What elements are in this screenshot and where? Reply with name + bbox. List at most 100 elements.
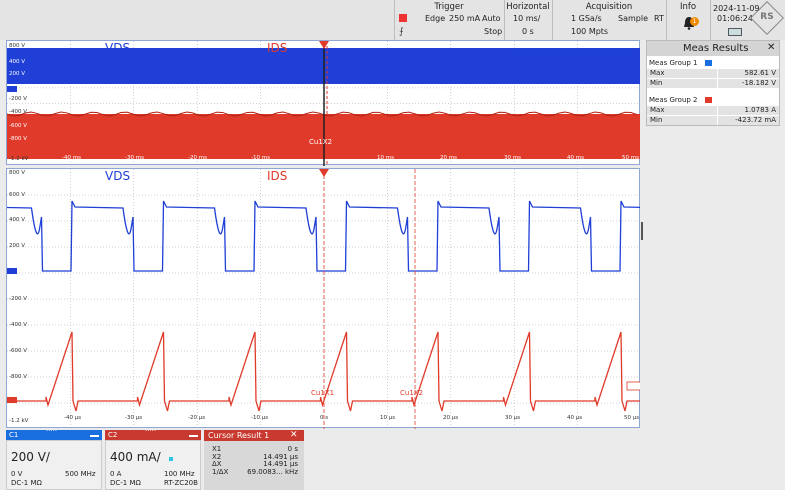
cursor-result-title: Cursor Result 1 (208, 431, 270, 440)
ch1-scale: 200 V/ (11, 450, 50, 464)
ch2-scale: 400 mA/ (110, 450, 161, 464)
x-tick-label: 10 µs (380, 415, 396, 421)
vds-label: VDS (105, 41, 131, 55)
trigger-type: Edge (425, 14, 446, 23)
minimize-icon[interactable] (90, 435, 99, 437)
vds-waveform (7, 200, 641, 272)
acquisition-panel[interactable]: Acquisition 1 GSa/s Sample RT 100 Mpts (552, 0, 666, 40)
top-toolbar: Trigger ⨍ Edge 250 mA Auto Stop Horizont… (0, 0, 785, 40)
horizontal-panel[interactable]: Horizontal 10 ms/ 0 s (504, 0, 552, 40)
cursor-result-value: 69.0083... kHz (247, 467, 298, 476)
horizontal-position: 0 s (522, 27, 534, 36)
rs-logo-text: RS (760, 12, 774, 22)
ch1-name: C1 (9, 431, 19, 439)
overview-diagram[interactable]: VDS IDS Cu1X2 800 V 400 V 200 V -200 V -400 V -6… (6, 40, 641, 166)
y-tick-label: -800 V (9, 374, 27, 380)
ch1-coupling: DC-1 MΩ (11, 479, 42, 487)
meas-key: Max (650, 106, 665, 114)
notification-count: 1 (690, 17, 699, 26)
cursor-result-key: 1/ΔX (212, 467, 229, 476)
y-tick-label: 800 V (9, 170, 26, 176)
cursor-x2-label: Cu1X2 (400, 389, 424, 397)
rising-edge-icon: ⨍ (399, 27, 404, 37)
meas-value: -423.72 mA (735, 116, 776, 124)
acquisition-rt: RT (654, 14, 664, 23)
y-tick-label: 800 V (9, 43, 26, 49)
y-tick-label: -600 V (9, 348, 27, 354)
record-length: 100 Mpts (571, 27, 609, 36)
close-icon[interactable]: ✕ (767, 42, 776, 53)
info-header: Info (679, 2, 697, 12)
x-tick-label: 30 ms (504, 155, 521, 161)
close-icon[interactable]: ✕ (290, 430, 298, 440)
y-tick-label: -400 V (9, 322, 27, 328)
trigger-panel[interactable]: Trigger ⨍ Edge 250 mA Auto Stop (394, 0, 504, 40)
meas-value: 582.61 V (744, 69, 776, 77)
meas-results-title: Meas Results (683, 43, 749, 54)
cursor-result-value: 14.491 µs (263, 460, 298, 468)
trigger-marker-icon (319, 169, 329, 177)
ch2-header: C2 ····· (105, 427, 201, 440)
cursor-x1-label: Cu1X1 (311, 389, 335, 397)
x-tick-label: 40 µs (567, 415, 583, 421)
meas-results-header: Meas Results ✕ (647, 41, 779, 56)
vds-label: VDS (105, 169, 131, 183)
splitter-handle[interactable] (641, 222, 643, 240)
y-tick-label: -200 V (9, 96, 27, 102)
ids-label: IDS (267, 41, 288, 55)
ch2-box[interactable]: C2 ····· 400 mA/ 0 A 100 MHz DC-1 MΩ RT-… (105, 427, 201, 490)
minimize-icon[interactable] (189, 435, 198, 437)
cursor-result-value: 0 s (287, 445, 298, 453)
ch2-body: 400 mA/ 0 A 100 MHz DC-1 MΩ RT-ZC20B (105, 440, 201, 490)
cursor-marker-icon (169, 457, 173, 461)
x-tick-label: -20 ms (188, 155, 207, 161)
trigger-state: Stop (484, 27, 503, 36)
x-tick-label: -40 µs (64, 415, 82, 421)
meas-group-2-label: Meas Group 2 (649, 96, 698, 104)
ch1-offset: 0 V (11, 470, 23, 478)
ch2-name: C2 (108, 431, 118, 439)
y-tick-label: -1.2 kV (9, 418, 29, 424)
x-tick-label: 20 µs (443, 415, 459, 421)
x-tick-label: -40 ms (62, 155, 81, 161)
trigger-level: 250 mA (449, 14, 481, 23)
time: 01:06:24 (717, 14, 753, 23)
cursor-result-key: X2 (212, 452, 222, 461)
trigger-mode: Auto (482, 14, 501, 23)
meas-row: Min -423.72 mA (647, 116, 779, 125)
overview-waveform-canvas (7, 41, 641, 166)
display-icon[interactable] (728, 28, 742, 36)
x-tick-label: 40 ms (567, 155, 584, 161)
trigger-header: Trigger (434, 2, 464, 12)
x-tick-label: 50 µs (624, 415, 640, 421)
zoom-diagram[interactable]: VDS IDS Cu1X1 Cu1X2 800 V 600 V 400 V 200 V -200… (6, 168, 641, 429)
ch2-offset: 0 A (110, 470, 122, 478)
ch2-bandwidth: 100 MHz (164, 470, 195, 478)
meas-results-panel[interactable]: Meas Results ✕ Meas Group 1 Max 582.61 V… (646, 40, 780, 126)
trigger-source-icon (399, 14, 407, 22)
trigger-marker-icon (319, 41, 329, 49)
y-tick-label: -200 V (9, 296, 27, 302)
y-tick-label: 400 V (9, 217, 26, 223)
x-tick-label: -30 µs (125, 415, 143, 421)
meas-value: 1.0783 A (744, 106, 776, 114)
ids-waveform (7, 331, 641, 412)
horizontal-scale: 10 ms/ (513, 14, 541, 23)
y-tick-label: -1.2 kV (9, 156, 29, 162)
info-panel[interactable]: Info (666, 0, 710, 40)
meas-key: Max (650, 69, 665, 77)
cursor-result-header: Cursor Result 1 ✕ (204, 430, 304, 441)
y-tick-label: 600 V (9, 192, 26, 198)
x-tick-label: -30 ms (125, 155, 144, 161)
ch1-box[interactable]: C1 ····· 200 V/ 0 V 500 MHz DC-1 MΩ (6, 427, 102, 490)
y-tick-label: 400 V (9, 59, 26, 65)
cursor-result-panel[interactable]: Cursor Result 1 ✕ X1 0 s X2 14.491 µs ΔX 14.4… (204, 430, 304, 490)
ch1-header: C1 ····· (6, 427, 102, 440)
date: 2024-11-09 (713, 4, 760, 13)
meas-group-1-label: Meas Group 1 (649, 59, 698, 67)
y-tick-label: -600 V (9, 123, 27, 129)
x-tick-label: -20 µs (188, 415, 206, 421)
cursor-result-key: ΔX (212, 460, 222, 468)
meas-key: Min (650, 79, 663, 87)
